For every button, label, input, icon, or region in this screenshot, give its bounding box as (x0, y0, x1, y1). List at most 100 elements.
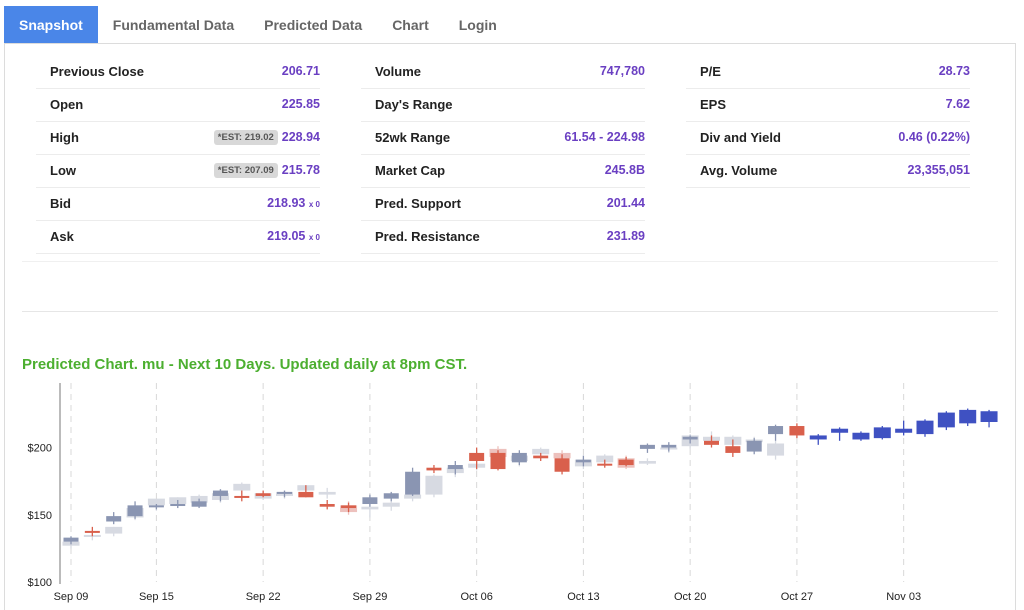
shadow-candle (105, 526, 123, 534)
tab-snapshot[interactable]: Snapshot (4, 6, 98, 44)
historical-candle (533, 455, 549, 459)
stats-column-volume: Volume 747,780 Day's Range 52wk Range 61… (361, 56, 645, 254)
historical-candle (319, 504, 335, 507)
stat-row-52wk-range: 52wk Range 61.54 - 224.98 (361, 122, 645, 155)
historical-candle (789, 426, 805, 436)
tab-bar: Snapshot Fundamental Data Predicted Data… (4, 6, 512, 44)
stat-row-pe: P/E 28.73 (686, 56, 970, 89)
x-tick-label: Sep 15 (139, 591, 174, 603)
tab-chart[interactable]: Chart (392, 17, 429, 33)
stats-column-prices: Previous Close 206.71 Open 225.85 High *… (36, 56, 320, 254)
historical-candle (554, 458, 570, 472)
historical-candle (661, 444, 677, 448)
y-tick-label: $200 (28, 443, 52, 455)
stat-row-previous-close: Previous Close 206.71 (36, 56, 320, 89)
stat-value-group: 219.05 x 0 (267, 229, 320, 243)
stat-label: Low (50, 163, 76, 178)
predicted-candle (980, 411, 998, 422)
historical-candle (191, 501, 207, 507)
content-panel (4, 43, 1016, 610)
historical-candle (447, 465, 463, 470)
historical-candle (170, 504, 186, 507)
shadow-candle (233, 483, 251, 491)
shadow-candle (382, 502, 400, 507)
historical-candle (63, 537, 79, 542)
shadow-candle (532, 448, 550, 455)
estimate-badge: *EST: 207.09 (213, 163, 278, 178)
shadow-candle (596, 455, 614, 463)
stat-value: 28.73 (938, 64, 970, 78)
predicted-candle (937, 412, 955, 428)
x-tick-label: Sep 22 (246, 591, 281, 603)
tab-fundamental-data[interactable]: Fundamental Data (112, 17, 235, 33)
stat-value-group: 218.93 x 0 (267, 196, 320, 210)
stat-value: 228.94 (281, 130, 320, 144)
stat-row-div-yield: Div and Yield 0.46 (0.22%) (686, 122, 970, 155)
stat-value: 231.89 (606, 229, 645, 243)
tab-login[interactable]: Login (458, 17, 497, 33)
stat-row-pred-support: Pred. Support 201.44 (361, 188, 645, 221)
stat-label: Day's Range (375, 97, 453, 112)
historical-candle (746, 440, 762, 452)
stat-label: Market Cap (375, 163, 446, 178)
shadow-candle (425, 475, 443, 495)
predicted-candle (916, 420, 934, 435)
predicted-candle (873, 427, 891, 439)
stat-row-bid: Bid 218.93 x 0 (36, 188, 320, 221)
historical-candle (725, 446, 741, 453)
stat-value-group: *EST: 207.09 215.78 (213, 163, 320, 178)
chart-title: Predicted Chart. mu - Next 10 Days. Upda… (22, 356, 468, 373)
stats-column-fundamentals: P/E 28.73 EPS 7.62 Div and Yield 0.46 (0… (686, 56, 970, 188)
stat-row-open: Open 225.85 (36, 89, 320, 122)
stat-label: Volume (375, 64, 421, 79)
stat-label: 52wk Range (375, 130, 451, 145)
stat-value: 61.54 - 224.98 (564, 130, 645, 144)
historical-candle (490, 452, 506, 470)
stat-size-suffix: x 0 (308, 233, 320, 242)
stat-row-high: High *EST: 219.02 228.94 (36, 122, 320, 155)
x-tick-label: Oct 27 (781, 591, 813, 603)
stat-label: Bid (50, 196, 71, 211)
x-tick-label: Sep 29 (352, 591, 387, 603)
y-tick-label: $100 (28, 577, 52, 589)
x-tick-label: Nov 03 (886, 591, 921, 603)
historical-candle (148, 505, 164, 508)
stat-label: High (50, 130, 79, 145)
stat-label: EPS (700, 97, 727, 112)
x-tick-label: Oct 13 (567, 591, 599, 603)
historical-candle (255, 493, 271, 496)
stat-label: Open (50, 97, 84, 112)
stat-label: Avg. Volume (700, 163, 778, 178)
stat-row-ask: Ask 219.05 x 0 (36, 221, 320, 254)
stat-row-eps: EPS 7.62 (686, 89, 970, 122)
estimate-badge: *EST: 219.02 (213, 130, 278, 145)
historical-candle (212, 490, 228, 496)
shadow-candle (147, 498, 165, 506)
historical-candle (597, 463, 613, 466)
historical-candle (234, 495, 250, 498)
shadow-candle (318, 491, 336, 495)
y-tick-label: $150 (28, 510, 52, 522)
shadow-candle (638, 460, 656, 464)
stat-label: Pred. Support (375, 196, 461, 211)
stat-row-days-range: Day's Range (361, 89, 645, 122)
tab-predicted-data[interactable]: Predicted Data (264, 17, 363, 33)
stat-row-avg-volume: Avg. Volume 23,355,051 (686, 155, 970, 188)
stat-label: Pred. Resistance (375, 229, 480, 244)
x-tick-label: Oct 20 (674, 591, 706, 603)
stat-label: Previous Close (50, 64, 144, 79)
stat-value: 245.8B (604, 163, 645, 177)
stat-row-pred-resistance: Pred. Resistance 231.89 (361, 221, 645, 254)
historical-candle (362, 497, 378, 505)
stat-size-suffix: x 0 (308, 200, 320, 209)
stat-row-low: Low *EST: 207.09 215.78 (36, 155, 320, 188)
predicted-candle (831, 428, 849, 433)
predicted-candle (809, 435, 827, 440)
historical-candle (277, 491, 292, 494)
stat-value: 0.46 (0.22%) (898, 130, 970, 144)
historical-candle (341, 505, 357, 509)
stat-value: 206.71 (281, 64, 320, 78)
stat-value: 225.85 (281, 97, 320, 111)
historical-candle (84, 530, 100, 533)
